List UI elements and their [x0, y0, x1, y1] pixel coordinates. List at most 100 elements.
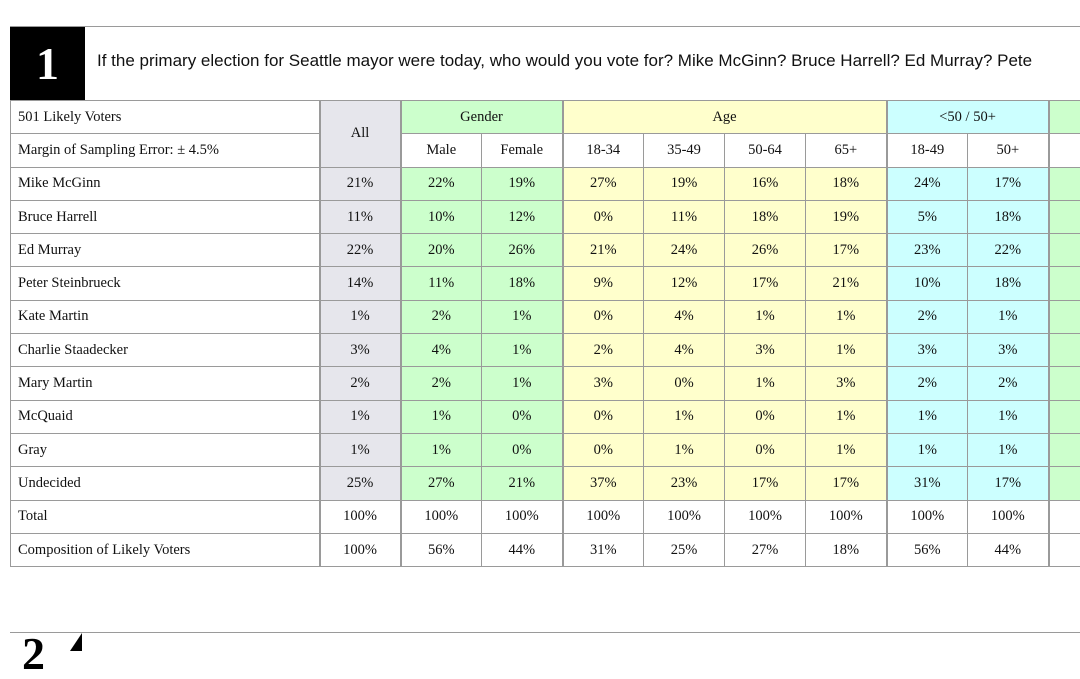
question-number: 1 [10, 27, 85, 101]
cell-18-49: 24% [887, 167, 968, 200]
cell-50-64: 27% [725, 533, 806, 566]
cell-female: 0% [482, 400, 563, 433]
cell-18-49: 2% [887, 367, 968, 400]
sample-size-label: 501 Likely Voters [11, 101, 320, 134]
cell-50plus: 18% [968, 200, 1049, 233]
cell-all: 100% [320, 500, 401, 533]
cell-18-34: 31% [563, 533, 644, 566]
cell-50plus: 3% [968, 334, 1049, 367]
col-header-50-64: 50-64 [725, 134, 806, 167]
cell-w: 2 [1049, 467, 1080, 500]
cell-w [1049, 300, 1080, 333]
row-label: McQuaid [11, 400, 320, 433]
row-label: Gray [11, 433, 320, 466]
cell-female: 26% [482, 234, 563, 267]
cell-w [1049, 433, 1080, 466]
cell-65plus: 17% [806, 234, 887, 267]
cell-female: 18% [482, 267, 563, 300]
cell-all: 21% [320, 167, 401, 200]
cell-male: 2% [401, 300, 482, 333]
cell-50-64: 3% [725, 334, 806, 367]
col-header-w: W [1049, 134, 1080, 167]
margin-of-error-label: Margin of Sampling Error: ± 4.5% [11, 134, 320, 167]
cell-50plus: 44% [968, 533, 1049, 566]
cell-18-34: 0% [563, 300, 644, 333]
cell-18-49: 10% [887, 267, 968, 300]
header-next-group [1049, 101, 1080, 134]
row-label: Composition of Likely Voters [11, 533, 320, 566]
row-label: Bruce Harrell [11, 200, 320, 233]
col-header-male: Male [401, 134, 482, 167]
cell-male: 1% [401, 433, 482, 466]
cell-50-64: 100% [725, 500, 806, 533]
cell-50plus: 22% [968, 234, 1049, 267]
cell-male: 56% [401, 533, 482, 566]
corner-triangle-icon [70, 633, 82, 651]
cell-w [1049, 400, 1080, 433]
cell-male: 100% [401, 500, 482, 533]
cell-65plus: 100% [806, 500, 887, 533]
cell-female: 1% [482, 334, 563, 367]
cell-all: 11% [320, 200, 401, 233]
cell-50plus: 1% [968, 400, 1049, 433]
cell-18-49: 23% [887, 234, 968, 267]
question-text: If the primary election for Seattle mayo… [97, 51, 1032, 71]
cell-all: 1% [320, 433, 401, 466]
cell-female: 44% [482, 533, 563, 566]
cell-18-34: 0% [563, 200, 644, 233]
cell-18-49: 2% [887, 300, 968, 333]
cell-female: 100% [482, 500, 563, 533]
cell-female: 1% [482, 367, 563, 400]
cell-65plus: 1% [806, 334, 887, 367]
cell-35-49: 1% [644, 433, 725, 466]
cell-50-64: 18% [725, 200, 806, 233]
cell-female: 12% [482, 200, 563, 233]
cell-50-64: 26% [725, 234, 806, 267]
cell-male: 2% [401, 367, 482, 400]
cell-50plus: 17% [968, 167, 1049, 200]
next-question-number: 2 [22, 631, 45, 677]
cell-w [1049, 367, 1080, 400]
cell-50-64: 17% [725, 267, 806, 300]
col-header-female: Female [482, 134, 563, 167]
cell-male: 20% [401, 234, 482, 267]
cell-35-49: 0% [644, 367, 725, 400]
cell-65plus: 3% [806, 367, 887, 400]
row-label: Peter Steinbrueck [11, 267, 320, 300]
next-question-number-box: 2 [10, 633, 85, 653]
cell-18-34: 3% [563, 367, 644, 400]
cell-female: 1% [482, 300, 563, 333]
cell-65plus: 1% [806, 400, 887, 433]
row-label: Undecided [11, 467, 320, 500]
cell-all: 100% [320, 533, 401, 566]
cell-35-49: 4% [644, 300, 725, 333]
cell-female: 21% [482, 467, 563, 500]
cell-50plus: 1% [968, 433, 1049, 466]
cell-50-64: 0% [725, 400, 806, 433]
cell-w [1049, 533, 1080, 566]
cell-18-34: 37% [563, 467, 644, 500]
cell-35-49: 11% [644, 200, 725, 233]
cell-18-34: 21% [563, 234, 644, 267]
col-header-35-49: 35-49 [644, 134, 725, 167]
cell-male: 22% [401, 167, 482, 200]
cell-18-49: 56% [887, 533, 968, 566]
col-header-18-34: 18-34 [563, 134, 644, 167]
cell-w: 2 [1049, 167, 1080, 200]
cell-w: 2 [1049, 234, 1080, 267]
cell-35-49: 1% [644, 400, 725, 433]
cell-all: 1% [320, 300, 401, 333]
cell-all: 22% [320, 234, 401, 267]
cell-18-49: 100% [887, 500, 968, 533]
cell-all: 25% [320, 467, 401, 500]
cell-female: 0% [482, 433, 563, 466]
cell-18-49: 1% [887, 400, 968, 433]
crosstab-table: 501 Likely Voters All Gender Age <50 / 5… [10, 100, 1080, 567]
cell-50-64: 1% [725, 367, 806, 400]
